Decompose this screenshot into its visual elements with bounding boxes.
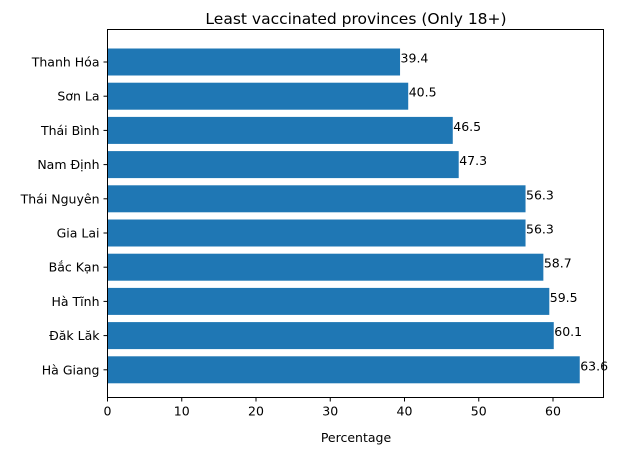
x-tick-label: 30	[322, 404, 338, 419]
x-tick-label: 40	[397, 404, 413, 419]
y-tick-label: Gia Lai	[57, 226, 100, 241]
bar-value-label: 46.5	[453, 119, 481, 134]
y-tick-label: Thanh Hóa	[31, 55, 100, 70]
x-axis: 0 10 20 30 40 50 60	[104, 397, 561, 419]
y-tick-label: Sơn La	[57, 89, 99, 104]
y-axis: Thanh Hóa Sơn La Thái Bình Nam Định Thái Ngu…	[20, 55, 108, 377]
bar	[107, 116, 453, 144]
bar-value-label: 40.5	[409, 85, 437, 100]
bar-value-label: 60.1	[554, 324, 582, 339]
x-tick-label: 50	[471, 404, 487, 419]
bar	[107, 219, 526, 247]
bar	[107, 82, 409, 110]
data-labels-group: 39.4 40.5 46.5 47.3 56.3 56.3 58.7 59.5 60.1 63.6	[401, 51, 609, 374]
y-tick-label: Thái Nguyên	[20, 191, 100, 206]
x-axis-label: Percentage	[321, 430, 392, 445]
bar	[107, 253, 544, 281]
bar-value-label: 63.6	[580, 358, 608, 373]
x-tick-label: 20	[248, 404, 264, 419]
bar	[107, 185, 526, 213]
y-tick-label: Hà Tĩnh	[52, 294, 100, 309]
bar-value-label: 56.3	[526, 222, 554, 237]
y-tick-label: Bắc Kạn	[49, 260, 100, 275]
bar-value-label: 56.3	[526, 187, 554, 202]
bar-value-label: 58.7	[544, 256, 572, 271]
bar	[107, 356, 580, 384]
plot-frame	[107, 29, 604, 398]
bars-group	[107, 48, 580, 384]
bar-value-label: 59.5	[550, 290, 578, 305]
bar-value-label: 39.4	[401, 51, 429, 66]
y-tick-label: Thái Bình	[40, 123, 100, 138]
y-tick-label: Đăk Lăk	[49, 328, 100, 343]
bar-value-label: 47.3	[459, 153, 487, 168]
bar	[107, 287, 550, 315]
bar	[107, 322, 554, 350]
x-tick-label: 0	[104, 404, 112, 419]
y-tick-label: Hà Giang	[42, 362, 100, 377]
bar	[107, 151, 459, 179]
x-tick-label: 10	[174, 404, 190, 419]
bar	[107, 48, 401, 76]
x-tick-label: 60	[545, 404, 561, 419]
chart-title: Least vaccinated provinces (Only 18+)	[205, 10, 506, 28]
y-tick-label: Nam Định	[37, 157, 99, 172]
